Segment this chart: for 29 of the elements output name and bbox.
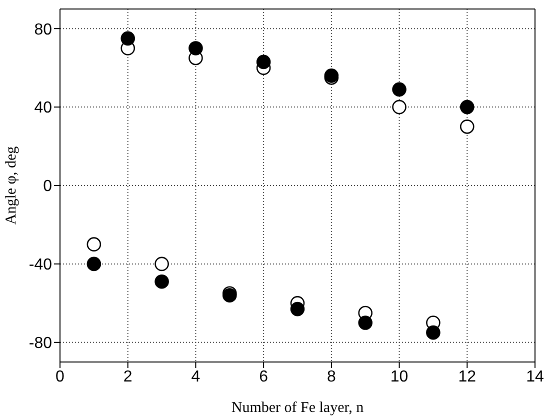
x-tick-label: 6 bbox=[259, 368, 268, 386]
x-tick-label: 12 bbox=[458, 368, 476, 386]
point bbox=[86, 256, 102, 272]
point bbox=[154, 256, 169, 272]
x-tick-label: 2 bbox=[123, 368, 132, 386]
point bbox=[154, 274, 169, 289]
point bbox=[460, 100, 474, 114]
y-tick-label: -40 bbox=[28, 256, 52, 274]
point bbox=[290, 302, 305, 316]
x-tick-label: 0 bbox=[56, 368, 65, 386]
x-tick-label: 4 bbox=[191, 368, 200, 386]
point bbox=[460, 120, 474, 134]
y-tick-label: 40 bbox=[34, 100, 52, 117]
y-axis-title: Angle φ, deg bbox=[3, 146, 20, 225]
x-tick-label: 14 bbox=[526, 368, 544, 386]
point bbox=[120, 31, 136, 46]
y-tick-label: 0 bbox=[43, 178, 52, 196]
point bbox=[392, 82, 406, 97]
point bbox=[358, 316, 373, 330]
point bbox=[426, 325, 440, 340]
x-tick-label: 10 bbox=[390, 368, 408, 386]
point bbox=[86, 237, 102, 252]
point bbox=[188, 41, 203, 56]
x-tick-label: 8 bbox=[326, 368, 336, 386]
y-tick-label: -80 bbox=[28, 335, 52, 352]
x-axis-title: Number of Fe layer, n bbox=[231, 400, 364, 416]
point bbox=[256, 54, 271, 70]
point bbox=[392, 100, 406, 114]
y-tick-label: 80 bbox=[34, 21, 52, 38]
